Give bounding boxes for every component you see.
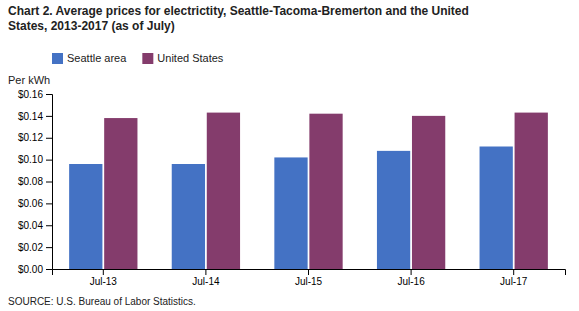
x-axis: Jul-13 Jul-14 Jul-15 Jul-16 Jul-17 (53, 269, 566, 287)
tick-mark (46, 182, 52, 183)
tick-label: $0.00 (18, 264, 43, 275)
bar (104, 118, 137, 269)
tick: Jul-16 (397, 269, 425, 287)
tick: $0.08 (18, 176, 52, 187)
tick: $0.16 (18, 89, 52, 100)
y-axis: $0.00 $0.02 $0.04 $0.06 $0.08 $0.10 $0.12 $0.14… (18, 89, 53, 275)
axis-line (53, 270, 566, 276)
bar (480, 147, 513, 270)
tick-mark (411, 269, 412, 275)
title-line: States, 2013-2017 (as of July) (8, 19, 175, 33)
tick: $0.02 (18, 242, 52, 253)
tick: Jul-13 (90, 269, 118, 287)
tick-label: Jul-16 (397, 276, 425, 287)
legend-label: United States (157, 52, 224, 64)
tick-label: Jul-14 (192, 276, 220, 287)
legend-label: Seattle area (67, 52, 127, 64)
bar (309, 114, 342, 269)
tick-mark (103, 269, 104, 275)
tick: $0.10 (18, 154, 52, 165)
tick-label: $0.06 (18, 198, 43, 209)
tick: Jul-14 (192, 269, 220, 287)
tick: $0.00 (18, 264, 52, 275)
plot-area: $0.00 $0.02 $0.04 $0.06 $0.08 $0.10 $0.12 $0.14… (18, 89, 566, 287)
annotation: SOURCE: U.S. Bureau of Labor Statistics. (8, 296, 196, 307)
tick-mark (205, 269, 206, 275)
bar (172, 164, 205, 269)
tick-mark (46, 247, 52, 248)
tick: $0.06 (18, 198, 52, 209)
legend-item: United States (142, 52, 224, 64)
axis-title: Per kWh (8, 74, 50, 86)
tick-label: $0.16 (18, 89, 43, 100)
tick-mark (46, 225, 52, 226)
tick-label: $0.02 (18, 242, 43, 253)
bar (274, 157, 307, 269)
bar (377, 151, 410, 269)
tick-label: $0.04 (18, 220, 43, 231)
tick-label: $0.10 (18, 154, 43, 165)
bar (515, 113, 548, 269)
bar (69, 164, 102, 269)
tick-mark (46, 138, 52, 139)
title: Chart 2. Average prices for electrictity… (8, 4, 469, 33)
title-line: Chart 2. Average prices for electrictity… (8, 4, 469, 18)
tick-label: Jul-17 (500, 276, 528, 287)
tick-label: Jul-13 (90, 276, 118, 287)
tick: $0.12 (18, 132, 52, 143)
tick-mark (308, 269, 309, 275)
chart: Chart 2. Average prices for electrictity… (0, 0, 579, 311)
tick-mark (46, 160, 52, 161)
tick-mark (513, 269, 514, 275)
legend-swatch (52, 53, 63, 64)
axis-line (46, 95, 53, 270)
tick-label: $0.14 (18, 111, 43, 122)
tick: Jul-15 (295, 269, 323, 287)
tick-mark (46, 203, 52, 204)
tick-label: $0.12 (18, 132, 43, 143)
legend-item: Seattle area (52, 52, 127, 64)
tick: Jul-17 (500, 269, 528, 287)
bar (207, 113, 240, 269)
legend-swatch (142, 53, 153, 64)
bar (412, 116, 445, 269)
tick-label: $0.08 (18, 176, 43, 187)
tick: $0.04 (18, 220, 52, 231)
bars (69, 113, 548, 269)
tick-mark (46, 116, 52, 117)
tick: $0.14 (18, 111, 52, 122)
tick-mark (46, 269, 52, 270)
tick-label: Jul-15 (295, 276, 323, 287)
tick-mark (46, 94, 52, 95)
legend: Seattle area United States (52, 52, 224, 64)
